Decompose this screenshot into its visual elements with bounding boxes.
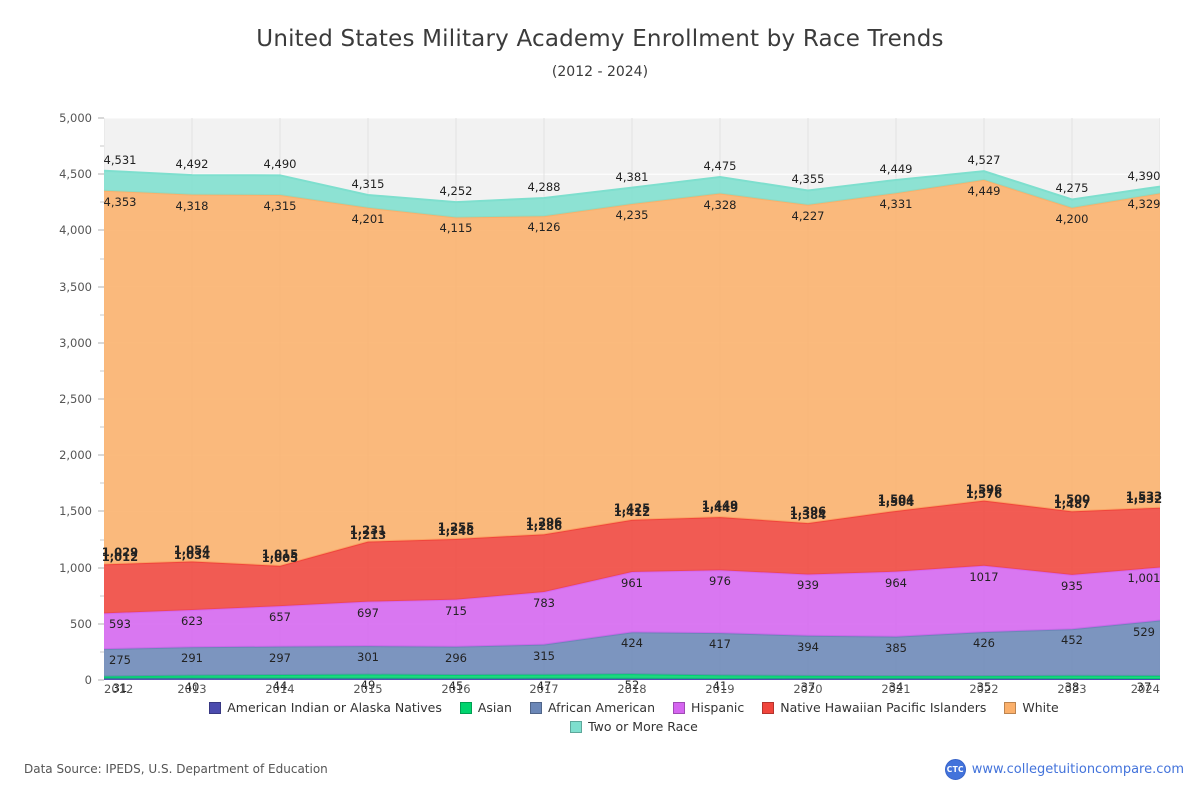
y-axis-tick-mark — [98, 173, 104, 175]
legend-label: White — [1022, 700, 1059, 715]
y-axis-minor-tick — [100, 595, 104, 597]
legend-swatch-icon — [673, 701, 686, 714]
y-axis-tick-mark — [98, 286, 104, 288]
legend-item[interactable]: Two or More Race — [570, 719, 698, 734]
area-band — [104, 620, 1160, 677]
y-axis-tick-mark — [98, 510, 104, 512]
chart-subtitle: (2012 - 2024) — [551, 64, 649, 80]
y-axis-minor-tick — [100, 201, 104, 203]
legend-swatch-icon — [459, 701, 472, 714]
x-axis-tick-label: 2014 — [265, 682, 295, 696]
area-boundary-line — [104, 169, 1160, 204]
data-source-note: Data Source: IPEDS, U.S. Department of E… — [24, 762, 328, 776]
x-axis-tick-label: 2024 — [1130, 682, 1160, 696]
stacked-area-chart — [104, 118, 1160, 680]
y-axis-tick-mark — [98, 229, 104, 231]
y-axis-tick-mark — [98, 623, 104, 625]
legend-swatch-icon — [209, 701, 222, 714]
chart-header: United States Military Academy Enrollmen… — [0, 0, 1200, 80]
legend-item[interactable]: Hispanic — [673, 700, 744, 715]
chart-footer: Data Source: IPEDS, U.S. Department of E… — [0, 756, 1200, 786]
legend-swatch-icon — [1004, 701, 1017, 714]
legend-swatch-icon — [570, 720, 583, 733]
y-axis-tick-label: 2,000 — [59, 448, 92, 463]
y-axis-tick-label: 500 — [70, 616, 92, 631]
x-axis-tick-label: 2021 — [881, 682, 911, 696]
legend-label: Two or More Race — [588, 719, 698, 734]
legend-swatch-icon — [529, 701, 542, 714]
legend-swatch-icon — [762, 701, 775, 714]
y-axis-tick-label: 2,500 — [59, 392, 92, 406]
y-axis-minor-tick — [100, 482, 104, 484]
y-axis-tick-label: 5,000 — [59, 111, 92, 125]
y-axis-tick-label: 3,000 — [59, 335, 92, 350]
plot-area: 31 40 44 49 45 47 52 41 37 34 35 38 37 275 291 297 301 29… — [102, 118, 1162, 695]
legend-item[interactable]: African American — [529, 700, 656, 715]
chart-title: United States Military Academy Enrollmen… — [256, 26, 944, 52]
x-axis-tick-label: 2022 — [969, 682, 999, 696]
y-axis-tick-mark — [98, 342, 104, 344]
y-axis: 0 500 1,000 1,500 2,000 2,500 3,000 3,500 4,000 4… — [0, 111, 104, 687]
x-axis-tick-label: 2017 — [529, 682, 559, 696]
legend-item[interactable]: Asian — [459, 700, 512, 715]
y-axis-minor-tick — [100, 145, 104, 147]
y-axis-tick-label: 4,000 — [59, 223, 92, 238]
area-band — [104, 170, 1160, 218]
x-axis: 2012 2013 2014 2015 2016 2017 2018 2019 2020 2021… — [104, 682, 1160, 702]
y-axis-tick-mark — [98, 117, 104, 119]
x-axis-tick-label: 2020 — [793, 682, 823, 696]
area-boundary-line — [104, 677, 1160, 680]
area-band — [104, 179, 1160, 566]
legend-label: Native Hawaiian Pacific Islanders — [780, 700, 987, 715]
area-band — [104, 500, 1160, 614]
legend-item[interactable]: White — [1004, 700, 1059, 715]
site-credit[interactable]: CTC www.collegetuitioncompare.com — [944, 759, 1184, 780]
y-axis-tick-label: 3,500 — [59, 279, 92, 294]
y-axis-tick-mark — [98, 567, 104, 569]
site-url-link[interactable]: www.collegetuitioncompare.com — [971, 762, 1184, 777]
x-axis-tick-label: 2012 — [104, 682, 134, 696]
y-axis-tick-mark — [98, 398, 104, 400]
y-axis-minor-tick — [100, 539, 104, 540]
x-axis-tick-label: 2015 — [353, 682, 383, 696]
y-axis-minor-tick — [100, 370, 104, 372]
ctc-logo-icon: CTC — [944, 759, 966, 780]
x-axis-tick-label: 2023 — [1057, 682, 1087, 696]
legend-label: Asian — [477, 700, 512, 715]
legend-label: African American — [547, 700, 656, 715]
x-axis-tick-label: 2019 — [705, 682, 735, 696]
legend-label: American Indian or Alaska Natives — [227, 700, 442, 715]
y-axis-minor-tick — [100, 314, 104, 316]
legend-item[interactable]: American Indian or Alaska Natives — [209, 700, 442, 715]
area-band — [104, 565, 1160, 650]
x-axis-tick-label: 2016 — [441, 682, 471, 696]
chart-legend: American Indian or Alaska Natives Asian Af… — [104, 700, 1164, 738]
y-axis-tick-label: 1,000 — [59, 560, 92, 575]
y-axis-minor-tick — [100, 426, 104, 428]
y-axis-minor-tick — [100, 258, 104, 259]
x-axis-tick-label: 2018 — [617, 682, 647, 696]
y-axis-tick-mark — [98, 679, 104, 681]
y-axis-tick-label: 4,500 — [59, 167, 92, 182]
legend-label: Hispanic — [691, 700, 745, 715]
x-axis-tick-label: 2013 — [177, 682, 207, 696]
y-axis-tick-label: 1,500 — [59, 504, 92, 519]
y-axis-tick-label: 0 — [84, 673, 92, 687]
legend-item[interactable]: Native Hawaiian Pacific Islanders — [762, 700, 986, 715]
y-axis-minor-tick — [100, 651, 104, 653]
y-axis-tick-mark — [98, 454, 104, 456]
